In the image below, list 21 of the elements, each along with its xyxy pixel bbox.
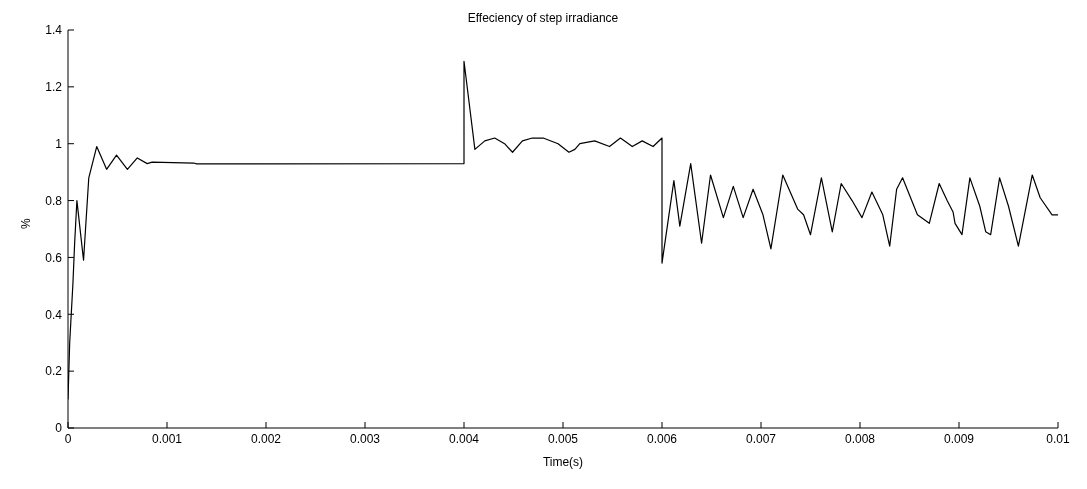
x-axis-title: Time(s) <box>542 455 584 469</box>
y-tick-label: 0.6 <box>45 250 63 265</box>
y-tick-label: 0.2 <box>45 364 63 379</box>
y-tick-label: 0.8 <box>45 193 63 208</box>
x-tick-label: 0.01 <box>1046 431 1070 446</box>
x-tick-label: 0.008 <box>844 431 876 446</box>
x-tick-label: 0.005 <box>547 431 579 446</box>
chart-title: Effeciency of step irradiance <box>467 11 619 25</box>
y-axis-title: % <box>19 218 34 229</box>
x-tick-label: 0.006 <box>646 431 678 446</box>
y-tick-label: 1.2 <box>45 80 63 95</box>
x-tick-label: 0.001 <box>151 431 183 446</box>
y-tick-label: 0.4 <box>45 307 63 322</box>
x-tick-label: 0.003 <box>349 431 381 446</box>
y-tick-label: 1 <box>55 136 63 151</box>
x-tick-label: 0.007 <box>745 431 777 446</box>
x-tick-label: 0.004 <box>448 431 480 446</box>
y-tick-label: 1.4 <box>45 23 63 38</box>
y-tick-label: 0 <box>55 421 63 436</box>
x-tick-label: 0.009 <box>943 431 975 446</box>
x-tick-label: 0.002 <box>250 431 282 446</box>
